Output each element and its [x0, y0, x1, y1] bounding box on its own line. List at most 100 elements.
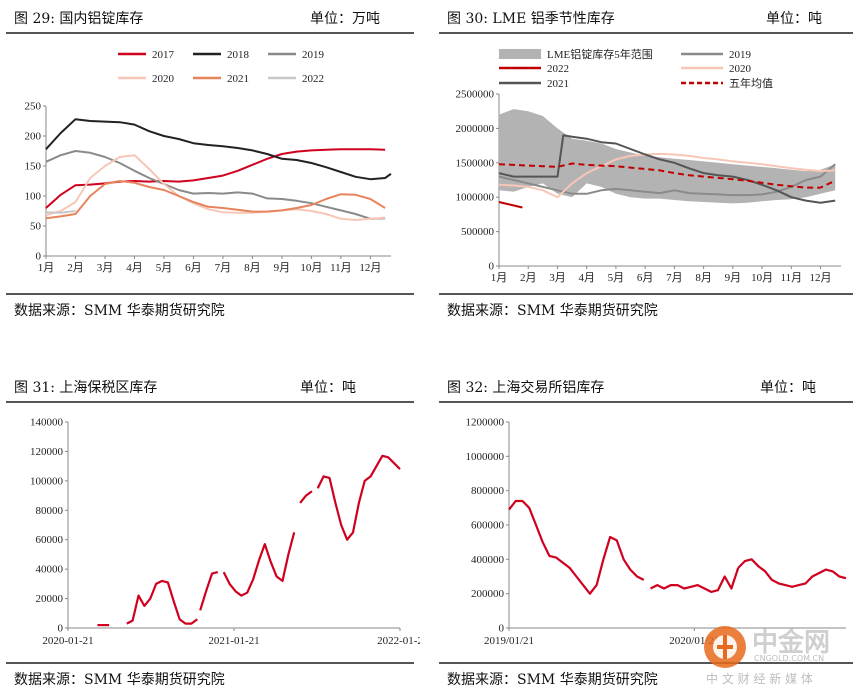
legend-label-2018: 2018 — [227, 49, 250, 61]
x-tick-label: 1月 — [491, 272, 508, 284]
x-tick-label: 12月 — [359, 262, 381, 274]
x-tick-label: 2月 — [520, 272, 537, 284]
x-tick-label: 9月 — [274, 262, 291, 274]
series-line-segment — [316, 454, 401, 541]
series-line-2020 — [498, 152, 836, 199]
y-tick-label: 40000 — [36, 564, 64, 576]
source-note: 数据来源：SMM 华泰期货研究院 — [14, 672, 225, 688]
y-tick-label: 0 — [36, 251, 42, 263]
legend-label-LME铝锭库存5年范围: LME铝锭库存5年范围 — [547, 47, 653, 61]
y-tick-label: 1000000 — [466, 451, 505, 463]
legend-label-2019: 2019 — [302, 49, 325, 61]
legend-swatch-band — [499, 49, 541, 59]
x-tick-label: 6月 — [637, 272, 654, 284]
y-tick-label: 400000 — [471, 554, 505, 566]
series-line-segment — [222, 532, 296, 597]
watermark-tagline: 中 文 财 经 新 媒 体 — [706, 672, 813, 686]
x-tick-label: 7月 — [215, 262, 232, 274]
series-line-2022 — [45, 210, 76, 214]
x-tick-label: 2020-01-21 — [42, 635, 93, 647]
series-line-2021 — [498, 134, 836, 204]
series-line-2018 — [45, 118, 392, 181]
series-line-segment — [737, 558, 847, 588]
series-line-2019 — [45, 150, 386, 220]
panel-unit: 单位：万吨 — [310, 11, 380, 27]
x-tick-label: 3月 — [97, 262, 114, 274]
y-tick-label: 1500000 — [456, 157, 495, 169]
source-rule — [439, 293, 853, 295]
x-tick-label: 2022-01-2 — [377, 635, 420, 647]
y-tick-label: 2500000 — [456, 89, 495, 101]
title-rule — [439, 32, 853, 34]
y-tick-label: 0 — [499, 623, 505, 635]
x-tick-label: 2021-01-21 — [208, 635, 259, 647]
panel-title: 图 29: 国内铝锭库存 — [14, 11, 144, 27]
watermark: 中金网 CNGOLD.COM.CN 中 文 财 经 新 媒 体 — [700, 620, 850, 690]
series-line-segment — [299, 490, 313, 504]
y-tick-label: 100000 — [30, 475, 64, 487]
x-tick-label: 7月 — [666, 272, 683, 284]
legend-label-2022: 2022 — [302, 73, 324, 85]
series-line-五年均值 — [498, 162, 836, 189]
y-tick-label: 600000 — [471, 520, 505, 532]
x-tick-label: 5月 — [608, 272, 625, 284]
panel-unit: 单位：吨 — [760, 380, 816, 396]
y-tick-label: 140000 — [30, 417, 64, 429]
series-line-segment — [199, 571, 219, 611]
x-tick-label: 8月 — [695, 272, 712, 284]
x-tick-label: 2019/01/21 — [484, 635, 534, 647]
legend-label-2020: 2020 — [152, 73, 175, 85]
source-rule — [439, 662, 853, 664]
panel-title: 图 32: 上海交易所铝库存 — [447, 380, 605, 396]
x-tick-label: 10月 — [751, 272, 773, 284]
x-tick-label: 4月 — [126, 262, 143, 274]
panel-unit: 单位：吨 — [766, 11, 822, 27]
y-tick-label: 150 — [25, 161, 42, 173]
series-line-2021 — [45, 180, 386, 220]
legend-label-五年均值: 五年均值 — [729, 76, 773, 90]
panel-unit: 单位：吨 — [300, 380, 356, 396]
title-rule — [6, 32, 414, 34]
x-tick-label: 2月 — [67, 262, 84, 274]
series-line-segment — [126, 579, 198, 625]
y-tick-label: 100 — [25, 191, 42, 203]
legend-label-2020: 2020 — [729, 63, 752, 75]
y-tick-label: 800000 — [471, 485, 505, 497]
x-tick-label: 12月 — [810, 272, 832, 284]
x-tick-label: 3月 — [549, 272, 566, 284]
source-note: 数据来源：SMM 华泰期货研究院 — [447, 303, 658, 319]
y-tick-label: 2000000 — [456, 123, 495, 135]
panel-title: 图 31: 上海保税区库存 — [14, 380, 158, 396]
y-tick-label: 20000 — [36, 593, 64, 605]
title-rule — [439, 401, 853, 403]
y-tick-label: 200 — [25, 131, 42, 143]
watermark-logo-icon — [704, 626, 746, 668]
watermark-site: CNGOLD.COM.CN — [754, 654, 825, 663]
panel-title: 图 30: LME 铝季节性库存 — [447, 11, 615, 27]
source-note: 数据来源：SMM 华泰期货研究院 — [14, 303, 225, 319]
chart-fig31: 0 20000 40000 60000 80000 100000 120000 140000 2… — [30, 417, 420, 648]
x-tick-label: 10月 — [300, 262, 322, 274]
source-rule — [6, 662, 414, 664]
title-rule — [6, 401, 414, 403]
series-line-2017 — [45, 148, 386, 209]
x-tick-label: 9月 — [725, 272, 742, 284]
y-tick-label: 80000 — [36, 505, 64, 517]
legend-label-2022: 2022 — [547, 63, 569, 75]
watermark-name: 中金网 — [752, 628, 831, 658]
series-line-2020 — [45, 154, 386, 221]
x-tick-label: 5月 — [156, 262, 173, 274]
x-tick-label: 11月 — [781, 272, 803, 284]
y-tick-label: 50 — [30, 221, 42, 233]
y-tick-label: 0 — [58, 623, 64, 635]
y-tick-label: 200000 — [471, 588, 505, 600]
x-tick-label: 6月 — [185, 262, 202, 274]
chart-fig30: 0 500000 1000000 1500000 2000000 2500000 1月 2月 3… — [456, 47, 841, 284]
chart-fig29: 0 50 100 150 200 250 1月 2月 3月 4月 5月 6月 7月 8月 9月 10月 11月 1… — [25, 49, 392, 274]
x-tick-label: 4月 — [578, 272, 595, 284]
y-tick-label: 250 — [25, 101, 42, 113]
source-note: 数据来源：SMM 华泰期货研究院 — [447, 672, 658, 688]
y-tick-label: 120000 — [30, 446, 64, 458]
y-tick-label: 1000000 — [456, 192, 495, 204]
legend-label-2019: 2019 — [729, 49, 752, 61]
